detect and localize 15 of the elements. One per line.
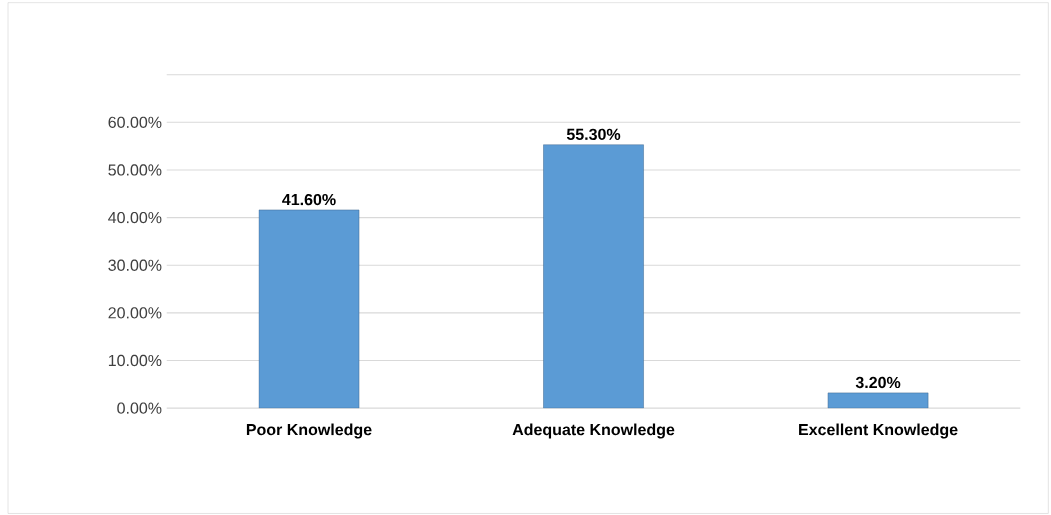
x-tick-label: Adequate Knowledge <box>512 423 675 439</box>
y-tick-label: 10.00% <box>108 354 162 367</box>
x-tick-label: Poor Knowledge <box>246 423 372 439</box>
y-tick-label: 30.00% <box>108 259 162 271</box>
data-label: 3.20% <box>855 376 901 389</box>
data-label: 55.30% <box>566 128 621 141</box>
x-tick-label: Excellent Knowledge <box>799 423 958 439</box>
bar <box>543 144 644 409</box>
y-tick-label: 50.00% <box>108 164 162 176</box>
y-tick-label: 0.00% <box>117 402 162 414</box>
bar <box>258 209 360 409</box>
y-tick-label: 60.00% <box>108 116 162 129</box>
y-tick-label: 40.00% <box>108 212 162 224</box>
y-tick-label: 20.00% <box>108 307 162 319</box>
data-label: 41.60% <box>282 194 336 206</box>
